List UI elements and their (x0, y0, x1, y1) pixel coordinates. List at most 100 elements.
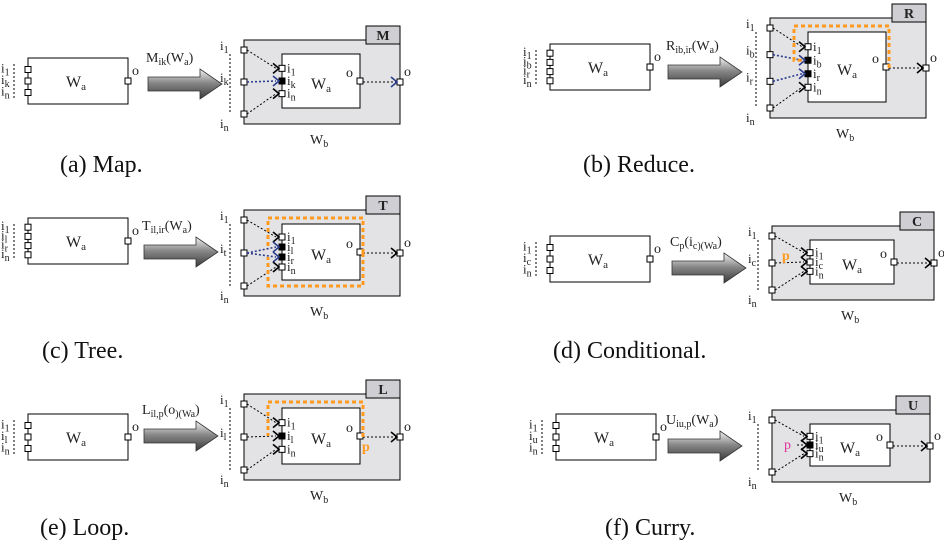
outer-input-label: in (748, 292, 757, 310)
connector-arrow-icon (800, 430, 809, 442)
outer-input-label: in (220, 116, 229, 134)
mapped-connector-arrow-icon (272, 241, 281, 253)
inner-output-label: o (872, 52, 879, 67)
inner-output-label: o (346, 421, 353, 436)
connector-arrow-icon (272, 62, 281, 74)
orange-flow-path (266, 400, 365, 437)
outer-input-label: ir (746, 69, 754, 87)
output-port (124, 237, 132, 245)
outer-input-port (240, 46, 248, 54)
output-label: o (132, 64, 139, 79)
inner-output-label: o (880, 247, 887, 262)
wrapper-label: Wb (836, 127, 854, 144)
output-port (124, 433, 132, 441)
input-label: ic (523, 250, 532, 268)
outer-output-label: o (404, 65, 411, 80)
outer-input-port (768, 468, 776, 476)
inner-output-label: o (876, 430, 883, 445)
input-port (24, 422, 32, 429)
outer-output-label: o (404, 420, 411, 435)
output-arrow-icon (390, 76, 399, 88)
inner-box-wa (809, 423, 891, 467)
badge-letter: M (376, 29, 389, 44)
curry-connector-arrow-icon (800, 439, 809, 451)
inner-input-label: il (287, 428, 294, 446)
outer-input-label: i1 (220, 38, 229, 56)
caption-a: (a) Map. (60, 152, 143, 178)
input-label: iu (529, 428, 538, 446)
output-arrow-icon (924, 257, 933, 269)
input-port (24, 242, 32, 250)
input-port (552, 445, 560, 452)
input-label: il (1, 428, 8, 446)
inner-workflow-label: Wa (311, 431, 331, 450)
outer-input-port (240, 282, 248, 290)
input-port (24, 433, 32, 441)
inner-input-label: ir (287, 249, 295, 267)
mapped-connector (246, 80, 277, 83)
transform-arrow-icon (667, 56, 743, 88)
wrapper-label: Wb (310, 305, 328, 322)
inner-input-label: in (813, 79, 822, 97)
input-label: in (523, 72, 532, 90)
badge-letter: R (904, 7, 915, 22)
mapped-connector (246, 246, 277, 254)
outer-output-label: o (930, 51, 937, 66)
input-port (24, 232, 32, 240)
outer-input-port (768, 286, 776, 294)
outer-input-label: i1 (746, 16, 755, 34)
orange-flow-path (266, 216, 365, 253)
input-label: i1 (1, 218, 10, 236)
workflow-label: Wa (594, 430, 614, 449)
output-arrow-icon (916, 62, 925, 74)
badge-box (899, 211, 935, 231)
inner-box-wa (807, 31, 887, 103)
inner-workflow-label: Wa (837, 62, 857, 81)
inner-output-port (356, 77, 364, 85)
input-port (546, 77, 554, 85)
input-label: i1 (1, 417, 10, 435)
badge-box (365, 379, 401, 399)
caption-e: (e) Loop. (40, 515, 129, 541)
outer-input-label: in (220, 288, 229, 306)
transform-arrow-icon (147, 68, 223, 100)
inner-input-label: il (287, 239, 294, 257)
inner-input-label: i1 (287, 229, 296, 247)
connector (774, 270, 805, 291)
connector (774, 261, 805, 264)
inner-input-label: in (815, 263, 824, 281)
output-label: o (132, 420, 139, 435)
inner-input-label: i1 (813, 39, 822, 57)
input-port (24, 89, 32, 96)
outer-input-label: i1 (220, 208, 229, 226)
inner-workflow-label: Wa (311, 247, 331, 266)
operator-label: Rib,ir(Wa) (666, 39, 719, 56)
outer-input-port (768, 416, 776, 424)
inner-input-label: i1 (815, 245, 824, 263)
output-port (652, 433, 660, 441)
connector-arrow-icon (272, 261, 281, 273)
outer-input-port (240, 216, 248, 224)
operator-label: Til,ir(Wa) (142, 219, 192, 236)
workflow-box-wa (27, 217, 129, 265)
connector-arrow-icon (798, 68, 807, 80)
predicate-label: p (784, 438, 791, 453)
wrapper-label: Wb (839, 491, 857, 508)
outer-input-label: in (220, 472, 229, 490)
input-port (24, 77, 32, 85)
connector (772, 27, 803, 48)
transform-arrow-icon (143, 236, 219, 268)
orange-flow-path (792, 24, 891, 68)
input-label: i1 (523, 239, 532, 257)
connector (772, 86, 803, 109)
workflow-label: Wa (66, 234, 86, 253)
output-port (646, 255, 654, 263)
inner-box-wa (281, 223, 361, 281)
workflow-label: Wa (588, 60, 608, 79)
inner-input-label: in (287, 259, 296, 277)
wrapper-label: Wb (841, 309, 859, 326)
input-label: il (1, 227, 8, 245)
transform-arrow-icon (143, 420, 219, 452)
outer-input-port (766, 77, 774, 85)
